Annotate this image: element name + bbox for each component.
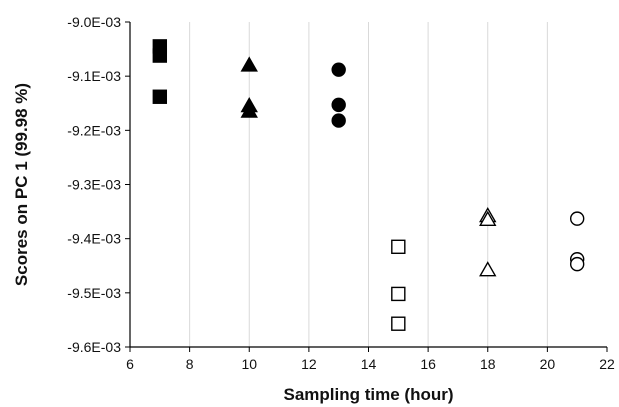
- filled-square-point: [152, 89, 168, 104]
- filled-circle-point: [331, 113, 346, 128]
- open-square-point: [391, 286, 406, 302]
- x-tick-label: 14: [361, 356, 377, 372]
- x-tick-label: 12: [301, 356, 317, 372]
- y-tick-label: -9.3E-03: [67, 177, 121, 193]
- y-tick-label: -9.2E-03: [67, 122, 121, 138]
- x-tick-label: 10: [241, 356, 257, 372]
- open-circle-point: [569, 256, 585, 272]
- open-triangle-point: [479, 261, 497, 277]
- x-tick-label: 6: [126, 356, 134, 372]
- y-tick-label: -9.0E-03: [67, 14, 121, 30]
- y-axis-title: Scores on PC 1 (99.98 %): [12, 83, 31, 286]
- filled-circle-point: [331, 97, 346, 113]
- filled-circle-point: [331, 62, 346, 77]
- filled-triangle-point: [240, 56, 258, 72]
- y-tick-label: -9.6E-03: [67, 339, 121, 355]
- x-tick-label: 8: [186, 356, 194, 372]
- x-tick-label: 18: [480, 356, 496, 372]
- x-tick-label: 22: [599, 356, 615, 372]
- y-tick-label: -9.5E-03: [67, 285, 121, 301]
- data-points: [152, 39, 585, 331]
- x-axis-title: Sampling time (hour): [284, 385, 454, 404]
- x-tick-label: 20: [540, 356, 556, 372]
- filled-triangle-point: [240, 102, 258, 118]
- open-triangle-point: [479, 210, 497, 227]
- open-circle-point: [569, 211, 585, 226]
- y-tick-label: -9.1E-03: [67, 68, 121, 84]
- x-tick-label: 16: [420, 356, 436, 372]
- grid-lines: [189, 22, 548, 347]
- y-tick-label: -9.4E-03: [67, 231, 121, 247]
- tick-labels: 6 8 10 12 14 16 18 20 22 -9.0E-03 -9.1E-03 -9.2E-03…: [67, 14, 615, 372]
- open-square-point: [391, 316, 406, 331]
- open-square-point: [391, 239, 406, 254]
- filled-square-point: [152, 48, 168, 63]
